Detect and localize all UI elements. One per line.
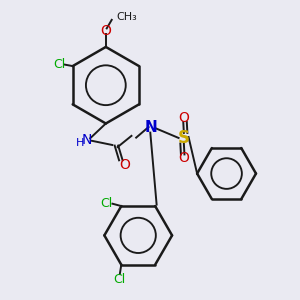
Text: H: H (76, 138, 84, 148)
Text: N: N (82, 133, 92, 147)
Text: CH₃: CH₃ (116, 13, 137, 22)
Text: O: O (178, 151, 189, 165)
Text: O: O (100, 24, 111, 38)
Text: Cl: Cl (114, 273, 126, 286)
Text: Cl: Cl (100, 197, 113, 210)
Text: O: O (119, 158, 130, 172)
Text: Cl: Cl (53, 58, 66, 71)
Text: N: N (145, 120, 158, 135)
Text: O: O (178, 112, 189, 125)
Text: S: S (178, 129, 190, 147)
